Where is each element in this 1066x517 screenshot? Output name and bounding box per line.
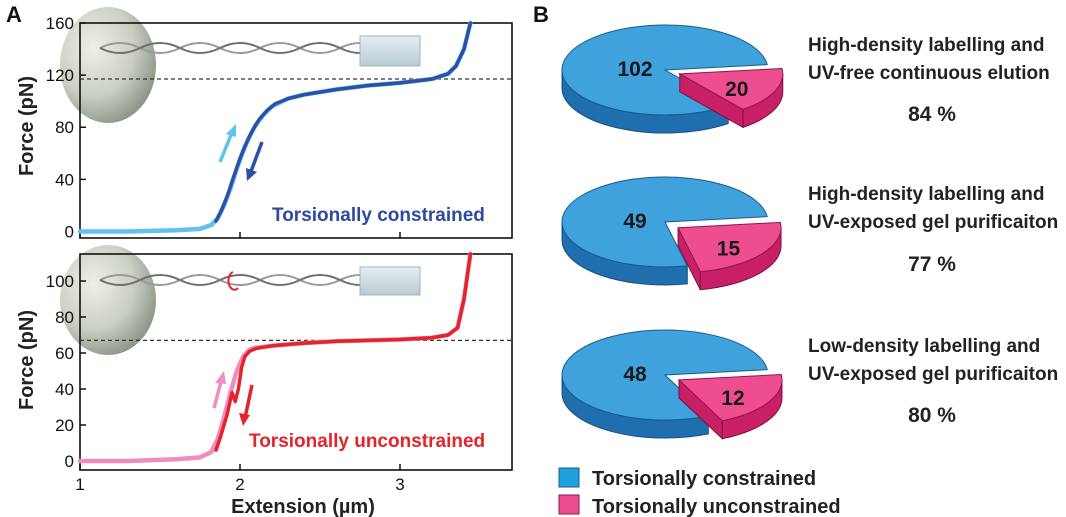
y-tick-label: 0 bbox=[65, 452, 74, 471]
legend-label: Torsionally unconstrained bbox=[592, 496, 841, 517]
bead-icon bbox=[60, 245, 156, 355]
pie-slice-unconstrained bbox=[678, 67, 784, 110]
annotation-constrained: Torsionally constrained bbox=[272, 205, 485, 226]
pie-value-label: 12 bbox=[721, 387, 744, 410]
pie-slice-constrained bbox=[561, 329, 768, 421]
pie-value-label: 15 bbox=[717, 237, 741, 260]
series-line-relax bbox=[214, 21, 473, 223]
arrow-head-icon bbox=[246, 168, 257, 181]
x-tick-label: 3 bbox=[395, 475, 404, 494]
y-tick-label: 20 bbox=[55, 416, 74, 435]
pie-title-line: UV-exposed gel purificaiton bbox=[808, 212, 1058, 233]
pie-chart-3: 48 12 bbox=[561, 329, 783, 440]
pie-slice-constrained bbox=[561, 24, 768, 116]
dna-bead-illustration-top bbox=[60, 7, 421, 123]
annotation-unconstrained: Torsionally unconstrained bbox=[249, 431, 485, 452]
pie-slice-group-unconstrained bbox=[677, 221, 782, 291]
pie-percent: 80 % bbox=[908, 404, 956, 427]
y-axis-title-top: Force (pN) bbox=[16, 76, 38, 176]
pie-chart-2: 49 15 bbox=[561, 176, 782, 291]
pie-value-label: 48 bbox=[623, 363, 647, 386]
legend-label: Torsionally constrained bbox=[592, 468, 816, 490]
force-extension-plot-constrained: 0 40 80 120 160 Torsionally constrained bbox=[46, 7, 513, 241]
arrow-head-icon bbox=[215, 371, 226, 384]
dna-bead-illustration-bottom bbox=[60, 245, 421, 355]
y-axis-title-bottom: Force (pN) bbox=[16, 310, 38, 410]
pie-chart-1: 102 20 bbox=[561, 24, 784, 134]
relax-arrow-icon bbox=[248, 141, 264, 175]
bead-icon bbox=[60, 7, 156, 123]
x-axis-title: Extension (µm) bbox=[231, 496, 375, 517]
rotation-icon bbox=[227, 271, 239, 291]
pie-title-line: High-density labelling and bbox=[808, 184, 1044, 205]
pie-slice-constrained bbox=[561, 176, 768, 268]
legend: Torsionally constrained Torsionally unco… bbox=[558, 467, 841, 517]
panel-label-b: B bbox=[533, 2, 549, 27]
y-tick-label: 60 bbox=[55, 344, 74, 363]
arrow-head-icon bbox=[226, 124, 236, 137]
y-tick-label: 40 bbox=[55, 380, 74, 399]
x-tick-label: 1 bbox=[75, 475, 84, 494]
pie-slice-group-unconstrained bbox=[677, 373, 783, 440]
arrow-head-icon bbox=[239, 413, 250, 426]
pie-percent: 77 % bbox=[908, 253, 956, 276]
pie-charts: 102 20 49 15 48 12 bbox=[561, 24, 784, 440]
y-tick-label: 160 bbox=[46, 14, 74, 33]
y-tick-label: 0 bbox=[65, 222, 74, 241]
panel-label-a: A bbox=[6, 2, 22, 27]
relax-arrow-icon bbox=[243, 384, 254, 419]
y-tick-label: 80 bbox=[55, 118, 74, 137]
pie-value-label: 49 bbox=[623, 210, 646, 233]
pie-slice-group-unconstrained bbox=[678, 67, 784, 129]
pie-caption-1: High-density labelling and UV-free conti… bbox=[808, 35, 1050, 126]
pie-percent: 84 % bbox=[908, 103, 956, 126]
legend-swatch-unconstrained bbox=[558, 494, 580, 515]
pie-title-line: High-density labelling and bbox=[808, 35, 1044, 56]
plot-frame bbox=[79, 22, 513, 239]
legend-swatch-constrained bbox=[558, 467, 580, 488]
x-tick-label: 2 bbox=[235, 475, 244, 494]
y-tick-label: 40 bbox=[55, 170, 74, 189]
pie-title-line: Low-density labelling and bbox=[808, 336, 1040, 357]
pie-value-label: 20 bbox=[725, 78, 748, 101]
pie-value-label: 102 bbox=[617, 58, 652, 81]
pie-title-line: UV-exposed gel purificaiton bbox=[808, 364, 1058, 385]
trap-block-icon bbox=[359, 35, 421, 67]
pie-slice-unconstrained bbox=[677, 373, 783, 422]
y-tick-label: 100 bbox=[46, 272, 74, 291]
pie-caption-2: High-density labelling and UV-exposed ge… bbox=[808, 184, 1058, 276]
direction-arrows-bottom bbox=[212, 371, 254, 426]
trap-block-icon bbox=[359, 266, 421, 296]
direction-arrows-top bbox=[218, 124, 264, 181]
pie-caption-3: Low-density labelling and UV-exposed gel… bbox=[808, 336, 1058, 427]
plot-frame bbox=[79, 253, 513, 471]
series-line-relax bbox=[214, 252, 473, 452]
force-extension-plot-unconstrained: 0 20 40 60 80 100 1 2 3 Torsionally unconstraine… bbox=[46, 245, 513, 494]
y-tick-label: 80 bbox=[55, 308, 74, 327]
y-tick-label: 120 bbox=[46, 66, 74, 85]
pie-title-line: UV-free continuous elution bbox=[808, 63, 1050, 84]
pie-slice-unconstrained bbox=[677, 221, 782, 273]
